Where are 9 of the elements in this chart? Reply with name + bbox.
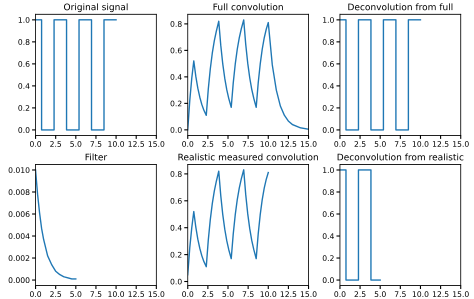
- line-series: [188, 169, 269, 276]
- line-series: [36, 169, 77, 280]
- chart-title: Original signal: [64, 3, 128, 12]
- chart-title: Deconvolution from full: [348, 3, 452, 10]
- chart-title: Filter: [86, 153, 108, 160]
- chart-title: Realistic measured convolution: [178, 153, 318, 160]
- line-series: [188, 19, 309, 131]
- chart-title: Deconvolution from realistic: [338, 153, 464, 160]
- chart-title: Full convolution: [214, 3, 283, 10]
